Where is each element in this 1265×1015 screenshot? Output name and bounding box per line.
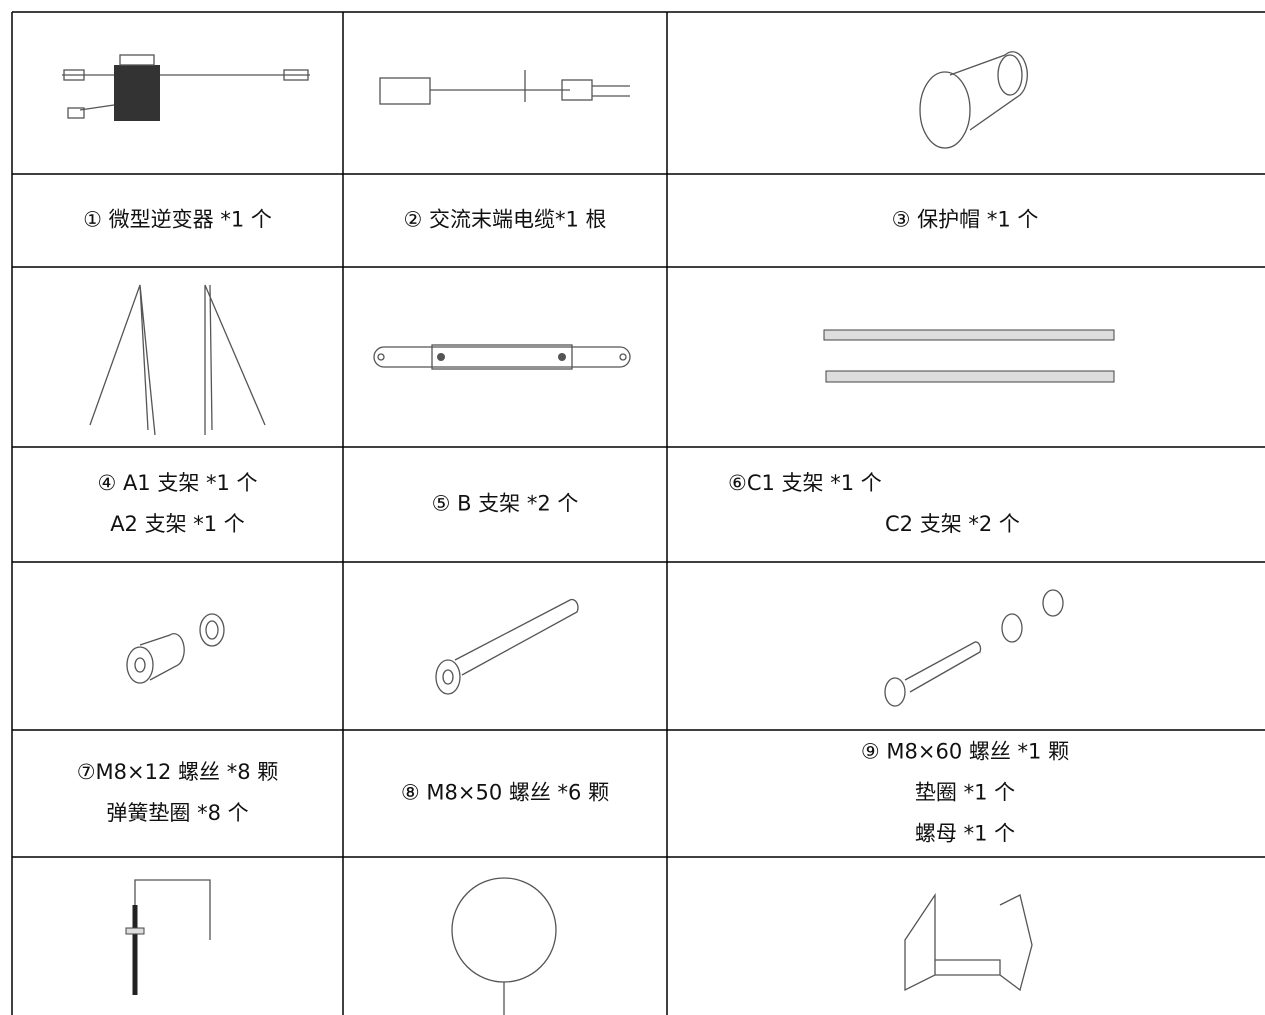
drawing-a-brackets xyxy=(89,284,266,436)
item-label: ③ 保护帽 *1 个 xyxy=(892,208,1039,232)
drawing-holder xyxy=(904,892,1033,992)
drawing-clamp-ring xyxy=(451,877,557,1015)
grid xyxy=(11,11,1265,1015)
item-label: ② 交流末端电缆*1 根 xyxy=(403,208,606,232)
drawing-inverter xyxy=(62,54,310,121)
item-label: C2 支架 *2 个 xyxy=(885,512,1020,536)
item-label: ⑨ M8×60 螺丝 *1 颗 xyxy=(861,740,1069,764)
item-label: ⑦M8×12 螺丝 *8 颗 xyxy=(77,760,279,784)
item-label: ⑧ M8×50 螺丝 *6 颗 xyxy=(401,781,609,805)
item-label: A2 支架 *1 个 xyxy=(110,512,245,536)
item-label: 垫圈 *1 个 xyxy=(915,781,1015,805)
item-label: ⑥C1 支架 *1 个 xyxy=(728,471,882,495)
item-label: 螺母 *1 个 xyxy=(915,822,1015,846)
item-label: ① 微型逆变器 *1 个 xyxy=(83,208,272,232)
item-label: ⑤ B 支架 *2 个 xyxy=(432,492,579,516)
item-label: ④ A1 支架 *1 个 xyxy=(97,471,257,495)
drawing-b-bracket xyxy=(373,344,631,370)
drawing-m8x50 xyxy=(435,598,579,695)
drawing-c-brackets xyxy=(823,329,1115,383)
drawing-m8x60 xyxy=(884,589,1064,707)
drawing-ac-cable xyxy=(379,70,630,105)
item-label: 弹簧垫圈 *8 个 xyxy=(106,801,248,825)
drawing-cap xyxy=(919,51,1028,149)
drawing-m8x12 xyxy=(126,613,225,684)
drawing-u-bolt xyxy=(125,879,211,995)
